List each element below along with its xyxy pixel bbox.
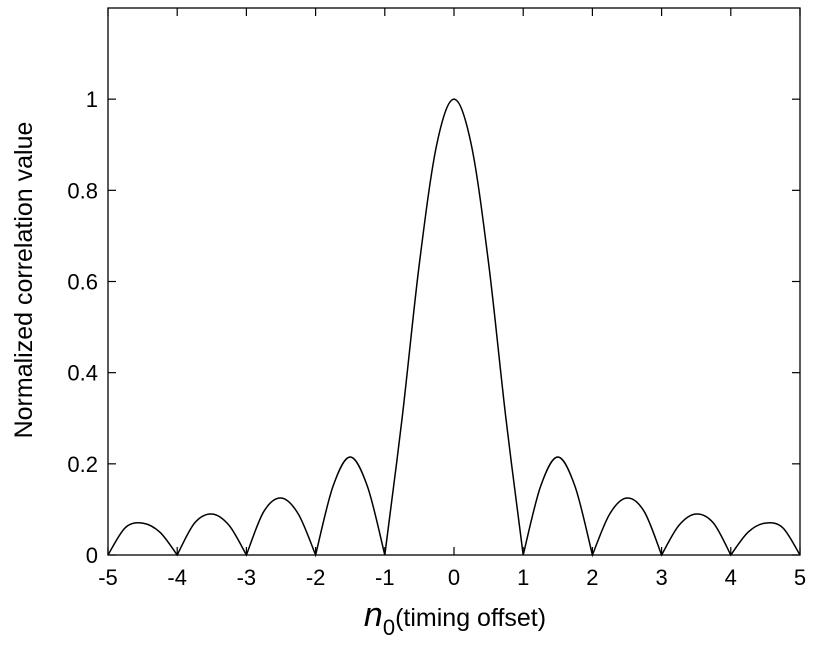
x-ticks: -5 -4 -3 -2 -1 0 1 2 3 4 5 — [98, 8, 806, 590]
x-axis-subscript: 0 — [383, 615, 395, 640]
y-tick-label: 0.2 — [67, 452, 98, 477]
x-tick-label: 0 — [448, 565, 460, 590]
x-axis-symbol: n — [364, 596, 383, 634]
x-tick-label: 2 — [586, 565, 598, 590]
x-tick-label: -5 — [98, 565, 118, 590]
correlation-curve — [107, 98, 801, 558]
plot-border — [107, 7, 801, 556]
x-tick-label: 1 — [517, 565, 529, 590]
x-tick-label: 4 — [725, 565, 737, 590]
x-tick-label: -3 — [237, 565, 257, 590]
x-axis-text: (timing offset) — [395, 604, 546, 632]
x-tick-label: -1 — [375, 565, 395, 590]
y-tick-label: 1 — [86, 87, 98, 112]
y-ticks: 0 0.2 0.4 0.6 0.8 1 — [67, 87, 800, 568]
x-tick-label: -4 — [167, 565, 187, 590]
y-tick-label: 0.8 — [67, 178, 98, 203]
y-tick-label: 0.6 — [67, 270, 98, 295]
y-tick-label: 0.4 — [67, 361, 98, 386]
x-axis-label: n0(timing offset) — [364, 596, 546, 640]
y-axis-label: Normalized correlation value — [10, 122, 38, 439]
x-tick-label: 3 — [655, 565, 667, 590]
y-tick-label: 0 — [86, 543, 98, 568]
x-tick-label: 5 — [794, 565, 806, 590]
plot-frame — [107, 7, 801, 556]
x-tick-label: -2 — [306, 565, 326, 590]
series-layer — [107, 98, 801, 558]
